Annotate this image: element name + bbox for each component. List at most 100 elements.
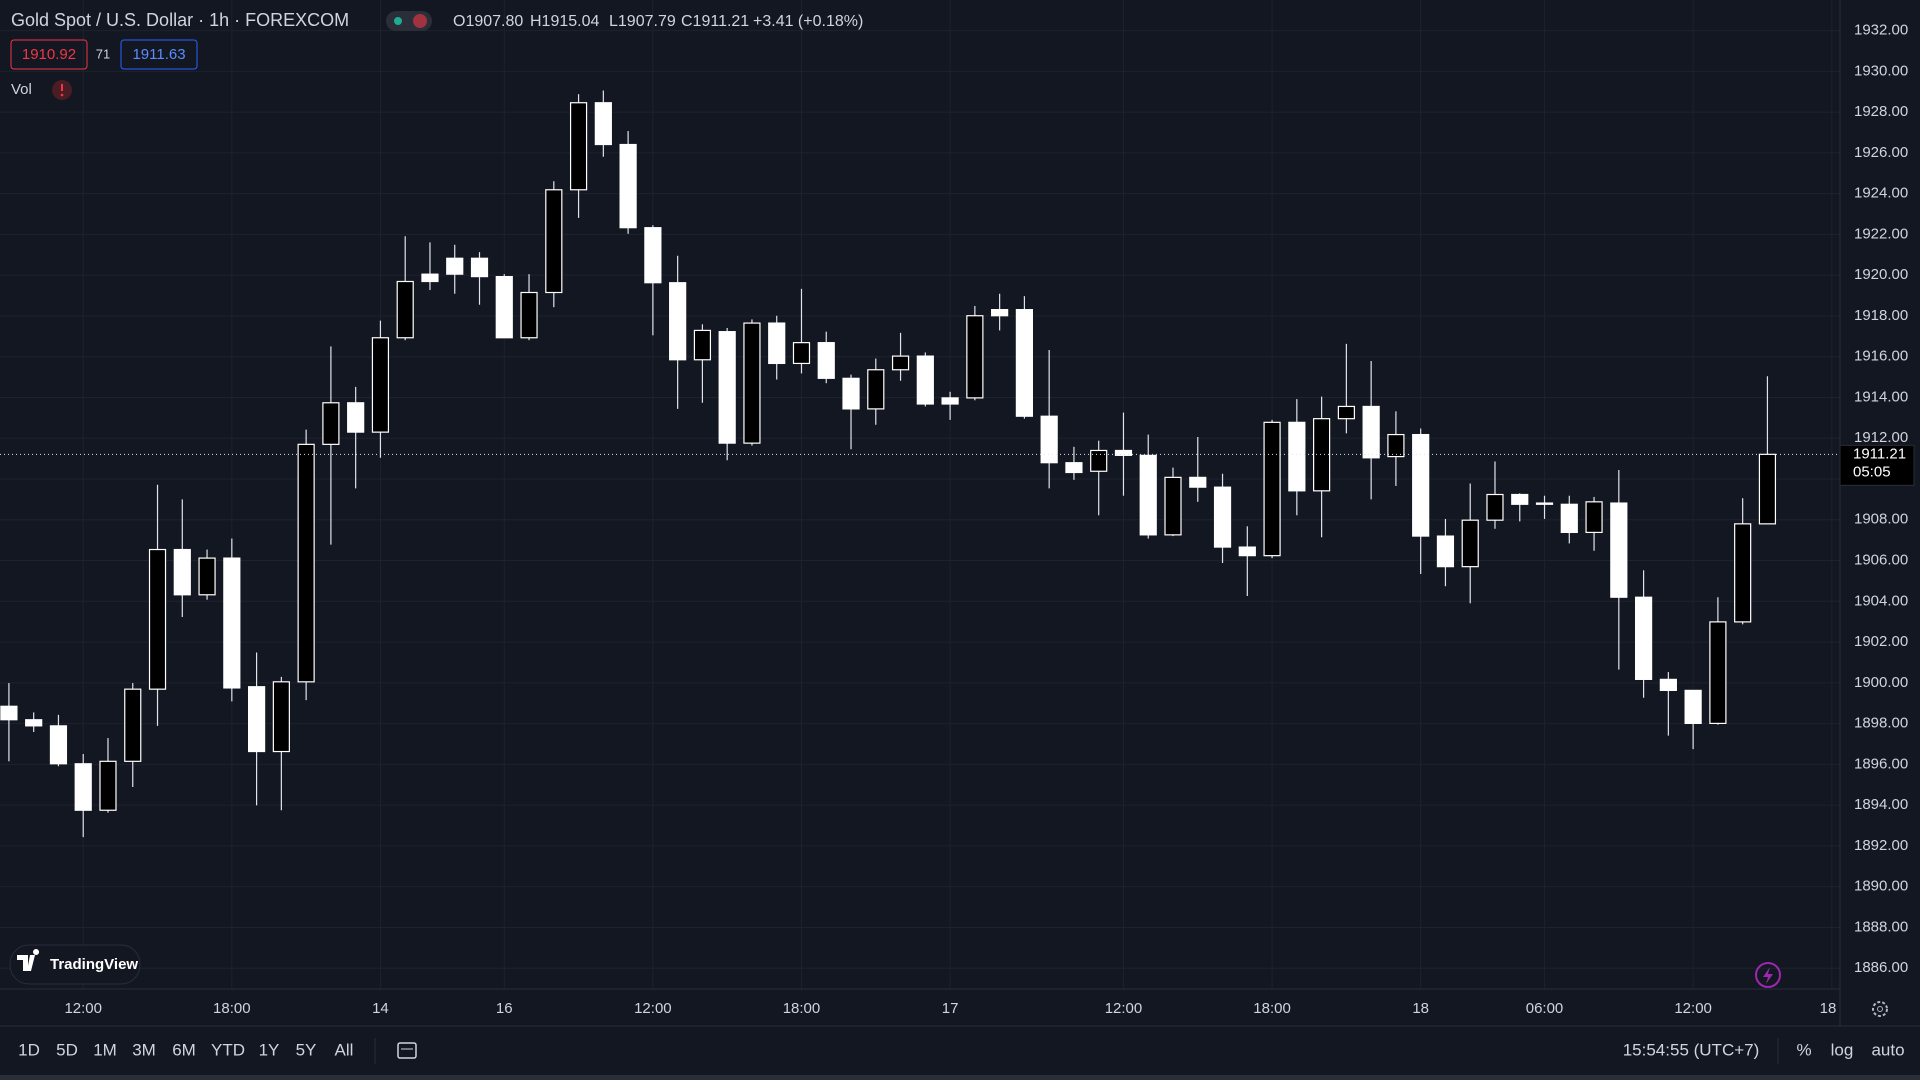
ask-price[interactable]: 1911.63 xyxy=(132,46,185,63)
ask-box[interactable] xyxy=(120,39,198,70)
candle-body xyxy=(916,355,934,405)
candle-body xyxy=(693,329,712,361)
candle-body xyxy=(297,443,315,683)
range-button[interactable]: 6M xyxy=(172,1040,196,1059)
candle-body xyxy=(1015,309,1033,417)
candle-body xyxy=(1189,476,1207,488)
candle-body xyxy=(421,273,439,283)
candle-body xyxy=(1213,486,1232,548)
candle-body xyxy=(594,102,612,146)
x-tick-label: 18 xyxy=(1820,1000,1837,1017)
y-tick-label: 1894.00 xyxy=(1854,796,1908,813)
candle-body xyxy=(74,763,92,811)
range-button[interactable]: 5D xyxy=(56,1040,78,1059)
candle-body xyxy=(891,355,910,371)
bottom-strip xyxy=(0,1075,1920,1080)
y-tick-label: 1912.00 xyxy=(1854,429,1908,446)
date-range-button[interactable] xyxy=(397,1042,417,1059)
ohlc-high: H1915.04 xyxy=(530,13,599,30)
candle-body xyxy=(148,548,167,690)
market-open-dot xyxy=(394,17,402,25)
clock[interactable]: 15:54:55 (UTC+7) xyxy=(1623,1040,1760,1059)
candle-body xyxy=(520,291,538,339)
y-tick-label: 1898.00 xyxy=(1854,715,1908,732)
candle-body xyxy=(718,331,736,444)
logo-badge[interactable] xyxy=(9,944,141,985)
settings-button[interactable] xyxy=(1872,1001,1888,1017)
candle-body xyxy=(1560,503,1578,534)
volume-indicator[interactable]: Vol xyxy=(11,81,32,98)
data-delay-icon xyxy=(413,14,427,28)
candle-body xyxy=(396,280,414,339)
candle-body xyxy=(49,725,68,765)
range-button[interactable]: 1D xyxy=(18,1040,40,1059)
x-tick-label: 12:00 xyxy=(634,1000,672,1017)
symbol-title[interactable]: Gold Spot / U.S. Dollar · 1h · FOREXCOM xyxy=(11,10,349,30)
x-tick-label: 17 xyxy=(942,1000,959,1017)
last-price-box xyxy=(1839,444,1915,486)
range-button[interactable]: YTD xyxy=(211,1040,245,1059)
candle-body xyxy=(1164,476,1182,536)
candle-body xyxy=(966,315,984,399)
candle-body xyxy=(247,686,266,753)
candle-body xyxy=(1065,462,1083,474)
alert-icon xyxy=(1763,967,1773,984)
candle-body xyxy=(1387,433,1405,458)
candle-body xyxy=(1362,405,1380,459)
x-tick-label: 18:00 xyxy=(1253,1000,1291,1017)
logo-icon xyxy=(17,949,40,971)
x-tick-label: 18:00 xyxy=(783,1000,821,1017)
range-button[interactable]: 1M xyxy=(93,1040,117,1059)
candle-body xyxy=(768,322,786,365)
indicator-error-dot xyxy=(60,93,64,97)
candle-body xyxy=(0,705,18,721)
x-tick-label: 14 xyxy=(372,1000,389,1017)
scale-option[interactable]: log xyxy=(1831,1040,1854,1059)
candle-body xyxy=(198,557,216,596)
candle-body xyxy=(669,282,687,361)
scale-option[interactable]: auto xyxy=(1871,1040,1904,1059)
scale-option[interactable]: % xyxy=(1796,1040,1811,1059)
logo-text: TradingView xyxy=(50,956,138,973)
candle-body xyxy=(569,102,588,191)
candle-body xyxy=(1486,493,1504,521)
bid-box[interactable] xyxy=(10,39,88,70)
bar-countdown: 05:05 xyxy=(1853,463,1891,480)
candle-body xyxy=(371,337,390,433)
candle-body xyxy=(1535,502,1554,505)
y-tick-label: 1922.00 xyxy=(1854,225,1908,242)
candles xyxy=(0,90,1840,838)
candle-body xyxy=(446,257,464,275)
y-tick-label: 1888.00 xyxy=(1854,918,1908,935)
y-tick-label: 1920.00 xyxy=(1854,266,1908,283)
candle-body xyxy=(272,681,290,753)
y-tick-label: 1886.00 xyxy=(1854,959,1908,976)
range-button[interactable]: 3M xyxy=(132,1040,156,1059)
candle-body xyxy=(1684,689,1702,725)
range-button[interactable]: All xyxy=(335,1040,354,1059)
spread: 71 xyxy=(96,46,110,61)
candle-body xyxy=(124,688,142,762)
alert-button[interactable] xyxy=(1755,962,1781,988)
x-tick-label: 18 xyxy=(1412,1000,1429,1017)
y-tick-label: 1916.00 xyxy=(1854,348,1908,365)
candle-body xyxy=(545,189,563,294)
y-tick-label: 1906.00 xyxy=(1854,552,1908,569)
range-button[interactable]: 1Y xyxy=(259,1040,280,1059)
y-tick-label: 1932.00 xyxy=(1854,22,1908,39)
axes: 1886.00 1888.00 1890.00 1892.00 1894.00 1896.… xyxy=(64,22,1915,1017)
ohlc-open: O1907.80 xyxy=(453,13,523,30)
bid-price[interactable]: 1910.92 xyxy=(22,46,76,63)
y-tick-label: 1892.00 xyxy=(1854,837,1908,854)
candle-body xyxy=(1436,535,1455,568)
ohlc-change: +3.41 (+0.18%) xyxy=(753,13,863,30)
candle-body xyxy=(1263,421,1281,557)
ohlc-close: C1911.21 xyxy=(681,13,749,30)
candle-body xyxy=(1040,415,1058,464)
candle-body xyxy=(1734,523,1752,623)
candle-body xyxy=(991,309,1009,317)
candle-body xyxy=(1461,519,1479,568)
range-button[interactable]: 5Y xyxy=(296,1040,317,1059)
